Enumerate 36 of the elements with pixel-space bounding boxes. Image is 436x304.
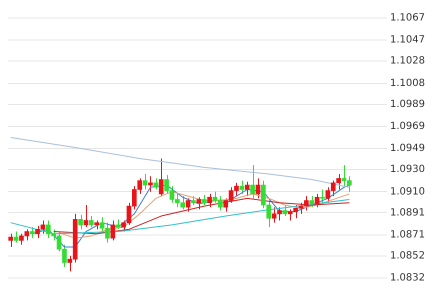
y-tick-label: 1.1008 [390,78,426,89]
candlestick [14,231,18,244]
y-tick-label: 1.0852 [390,250,426,262]
candlestick [240,180,244,194]
candlestick [244,181,250,197]
candlestick [154,178,158,190]
candlestick [250,164,255,199]
candlestick [110,220,116,241]
y-tick-label: 1.0891 [390,207,426,218]
candlestick [8,233,14,248]
y-tick-label: 1.0930 [390,164,426,176]
y-tick-label: 1.0910 [390,186,426,198]
candlestick [78,214,83,230]
candlestick [142,174,148,190]
y-tick-label: 1.0969 [390,121,426,132]
candlestick [148,176,153,192]
y-tick-label: 1.1028 [390,56,426,67]
candlestick [320,188,325,204]
y-tick-label: 1.1047 [390,34,426,46]
candlestick [207,193,212,208]
y-tick-label: 1.0832 [390,272,426,284]
candlestick [196,196,202,210]
candlestick [256,178,260,199]
candlestick [84,204,88,228]
candlestick [202,194,207,206]
candlestick [116,218,121,230]
y-tick-label: 1.0871 [390,229,426,240]
candlestick [89,216,94,228]
candlestick [282,204,288,217]
candlestick [314,193,320,208]
y-tick-label: 1.0989 [390,98,426,110]
y-tick-label: 1.1067 [390,12,426,24]
y-tick-label: 1.0949 [390,143,426,154]
candlestick [30,226,35,239]
candlestick [186,198,190,212]
candlestick [158,158,164,197]
